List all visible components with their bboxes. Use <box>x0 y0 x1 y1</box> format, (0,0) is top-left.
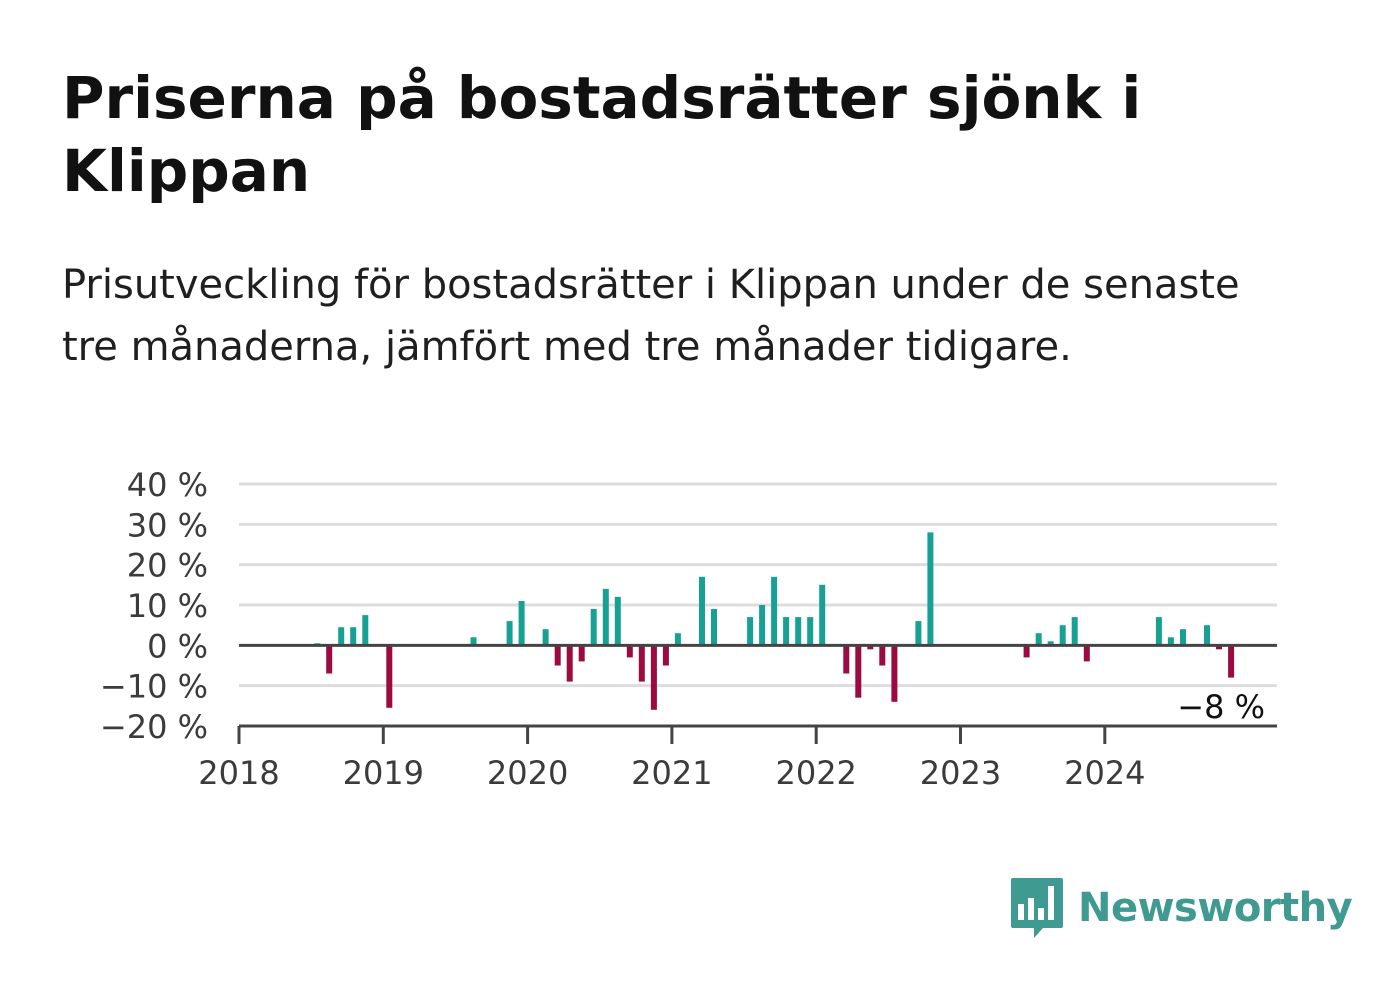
bar <box>674 633 681 646</box>
bar <box>807 617 814 646</box>
bar <box>1216 645 1222 650</box>
bar <box>566 645 573 682</box>
bar <box>518 601 525 646</box>
newsworthy-logo: Newsworthy <box>1010 876 1353 940</box>
bar <box>891 645 898 702</box>
axes <box>237 643 1277 744</box>
bar <box>626 645 633 658</box>
bar <box>843 645 850 674</box>
x-tick-label: 2024 <box>1064 754 1145 792</box>
bar <box>1059 625 1066 646</box>
bar <box>747 617 754 646</box>
bar <box>759 605 766 646</box>
bar <box>386 645 393 708</box>
bar <box>362 615 369 646</box>
bar <box>614 596 621 646</box>
x-tick-label: 2021 <box>631 754 712 792</box>
bar <box>1180 629 1186 646</box>
bar <box>1155 617 1162 646</box>
bar <box>638 645 645 682</box>
bar <box>590 609 597 646</box>
x-tick-label: 2018 <box>198 754 279 792</box>
bar <box>326 645 333 674</box>
y-tick-label: 10 % <box>127 587 208 625</box>
bar <box>350 627 357 646</box>
bar <box>1023 645 1030 658</box>
bar <box>1083 645 1090 662</box>
y-tick-label: 30 % <box>127 506 208 544</box>
chart-subtitle: Prisutveckling för bostadsrätter i Klipp… <box>62 262 1240 370</box>
last-value-annotation: −8 % <box>1177 688 1265 726</box>
chart-title: Priserna på bostadsrätter sjönk i Klippa… <box>62 64 1142 205</box>
bar <box>662 645 669 666</box>
bar <box>1204 625 1210 646</box>
bar <box>711 609 717 646</box>
bar <box>542 629 549 646</box>
bar <box>506 621 513 646</box>
bar <box>783 617 790 646</box>
bar <box>867 645 874 650</box>
bar-chart-speech-bubble-icon <box>1011 878 1063 938</box>
bar <box>927 532 934 646</box>
bar <box>855 645 862 698</box>
bar <box>1071 617 1078 646</box>
brand-name: Newsworthy <box>1078 885 1353 931</box>
bars <box>314 532 1235 710</box>
bar <box>1167 637 1174 646</box>
bar <box>1035 633 1042 646</box>
bar <box>819 584 826 646</box>
bar <box>470 637 477 646</box>
bar <box>338 627 345 646</box>
y-tick-label: 0 % <box>147 627 208 665</box>
x-tick-label: 2020 <box>487 754 568 792</box>
bar <box>771 576 778 646</box>
bar <box>879 645 886 666</box>
gridlines <box>239 482 1277 688</box>
y-tick-label: 20 % <box>127 547 208 585</box>
bar <box>578 645 585 662</box>
x-tick-label: 2022 <box>775 754 856 792</box>
y-tick-label: −10 % <box>100 668 208 706</box>
bar <box>650 645 657 710</box>
bar <box>699 576 705 646</box>
x-tick-label: 2023 <box>920 754 1001 792</box>
bar <box>915 621 922 646</box>
y-tick-label: −20 % <box>100 708 208 746</box>
bar <box>795 617 802 646</box>
bar <box>602 588 609 646</box>
bar <box>1228 645 1235 678</box>
y-tick-label: 40 % <box>127 466 208 504</box>
bar <box>554 645 561 666</box>
axis-labels: 40 %30 %20 %10 %0 %−10 %−20 % 2018 2019 202… <box>100 466 1265 792</box>
x-tick-label: 2019 <box>343 754 424 792</box>
bar <box>1047 641 1054 646</box>
